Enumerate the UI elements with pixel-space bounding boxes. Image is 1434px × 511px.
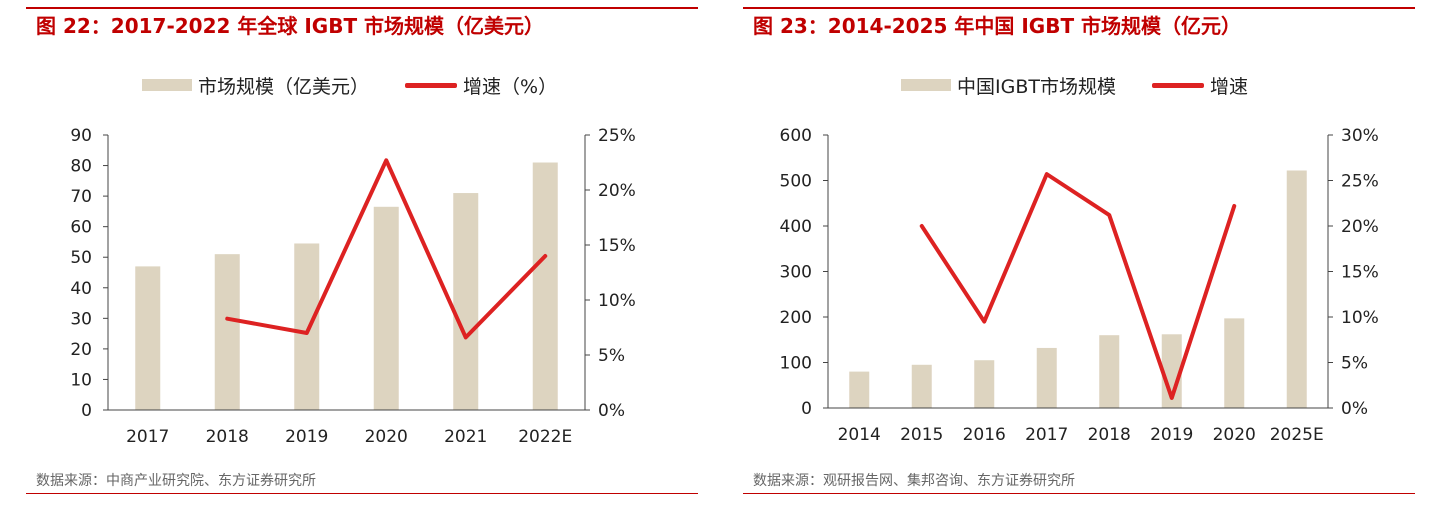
x-tick-label: 2019: [1150, 425, 1193, 445]
legend-item-line: 增速（%）: [405, 72, 557, 99]
chart-title: 图 23：2014-2025 年中国 IGBT 市场规模（亿元）: [753, 14, 1242, 38]
bar-2020: [1224, 318, 1245, 408]
growth-line: [919, 172, 1237, 400]
chart-plot-area: 0 100 200 300 400 500 600 0% 5% 10% 15% 20% 25% 30% 20…: [780, 126, 1379, 445]
legend-line-swatch: [1151, 82, 1204, 88]
bar-2022E: [532, 162, 558, 410]
x-tick-label: 2018: [1088, 425, 1131, 445]
x-tick-label: 2016: [963, 425, 1006, 445]
y-tick-label-right: 0%: [598, 401, 625, 421]
bar-2025E: [1286, 170, 1307, 408]
y-tick-label-right: 25%: [1341, 172, 1379, 192]
chart-source: 数据来源：中商产业研究院、东方证券研究所: [36, 473, 316, 489]
y-tick-label-left: 90: [70, 126, 92, 146]
legend-bar-label: 中国IGBT市场规模: [957, 75, 1116, 98]
bar-2014: [849, 371, 870, 408]
y-tick-label-right: 10%: [598, 291, 636, 311]
bar-2016: [974, 360, 995, 408]
chart-panel-china-igbt: 图 23：2014-2025 年中国 IGBT 市场规模（亿元） 中国IGBT市…: [717, 0, 1434, 511]
x-tick-label: 2025E: [1270, 425, 1324, 445]
y-tick-label-left: 100: [780, 354, 812, 374]
chart-legend: 中国IGBT市场规模 增速: [901, 72, 1284, 98]
legend-bar-swatch: [901, 79, 951, 91]
legend-bar-swatch: [142, 79, 192, 91]
legend-item-bar: 市场规模（亿美元）: [142, 72, 369, 99]
y-tick-label-left: 80: [70, 157, 92, 177]
y-tick-label-right: 0%: [1341, 399, 1368, 419]
x-tick-label: 2019: [285, 427, 328, 447]
y-tick-label-right: 15%: [1341, 263, 1379, 283]
y-tick-label-left: 10: [70, 370, 92, 390]
growth-point-2018: [1107, 213, 1111, 217]
y-tick-label-right: 25%: [598, 126, 636, 146]
growth-point-2019: [305, 331, 309, 335]
legend-item-bar: 中国IGBT市场规模: [901, 72, 1116, 99]
y-tick-label-left: 500: [780, 172, 812, 192]
chart-source: 数据来源：观研报告网、集邦咨询、东方证券研究所: [753, 473, 1075, 489]
title-rule: [743, 7, 1415, 9]
chart-plot-area: 0 10 20 30 40 50 60 70 80 90 0% 5% 10% 15% 20% 25% 2017 2…: [70, 126, 636, 447]
y-tick-label-right: 5%: [1341, 354, 1368, 374]
x-tick-label: 2017: [1025, 425, 1068, 445]
y-tick-label-right: 30%: [1341, 126, 1379, 146]
bar-2018: [214, 254, 240, 410]
title-rule: [26, 7, 698, 9]
y-tick-label-left: 60: [70, 218, 92, 238]
y-tick-label-left: 600: [780, 126, 812, 146]
growth-point-2020: [1232, 204, 1236, 208]
x-tick-label: 2014: [838, 425, 881, 445]
y-tick-label-right: 20%: [1341, 217, 1379, 237]
y-tick-label-left: 50: [70, 248, 92, 268]
bar-2019: [294, 243, 320, 410]
bar-2015: [911, 364, 932, 408]
y-tick-label-right: 10%: [1341, 308, 1379, 328]
x-tick-label: 2015: [900, 425, 943, 445]
growth-point-2019: [1170, 396, 1174, 400]
x-tick-label: 2020: [1213, 425, 1256, 445]
chart-panel-global-igbt: 图 22：2017-2022 年全球 IGBT 市场规模（亿美元） 市场规模（亿…: [26, 7, 698, 494]
growth-point-2020: [384, 158, 388, 162]
x-tick-label: 2022E: [518, 427, 572, 447]
legend-bar-label: 市场规模（亿美元）: [198, 75, 370, 98]
y-tick-label-left: 40: [70, 279, 92, 299]
y-tick-label-left: 70: [70, 187, 92, 207]
x-tick-label: 2018: [206, 427, 249, 447]
y-tick-label-right: 15%: [598, 236, 636, 256]
bar-2021: [453, 193, 479, 410]
bar-2019: [1161, 334, 1182, 408]
chart-legend: 市场规模（亿美元） 增速（%）: [142, 72, 593, 98]
chart-title: 图 22：2017-2022 年全球 IGBT 市场规模（亿美元）: [36, 14, 545, 38]
growth-point-2021: [464, 335, 468, 339]
y-tick-label-right: 20%: [598, 181, 636, 201]
source-rule: [743, 493, 1415, 494]
legend-item-line: 增速: [1151, 72, 1248, 99]
y-tick-label-left: 200: [780, 308, 812, 328]
bar-2017: [1036, 347, 1057, 408]
y-tick-label-left: 0: [81, 401, 92, 421]
legend-line-label: 增速: [1209, 75, 1248, 98]
bar-2017: [135, 266, 161, 410]
legend-line-label: 增速（%）: [463, 75, 558, 98]
bar-2020: [373, 206, 399, 410]
bar-2018: [1099, 335, 1120, 408]
x-tick-label: 2020: [365, 427, 408, 447]
y-tick-label-left: 20: [70, 340, 92, 360]
x-tick-label: 2021: [444, 427, 487, 447]
growth-point-2015: [920, 224, 924, 228]
growth-point-2022E: [543, 254, 547, 258]
growth-point-2017: [1045, 172, 1049, 176]
y-tick-label-left: 30: [70, 309, 92, 329]
y-tick-label-left: 400: [780, 217, 812, 237]
growth-point-2018: [225, 317, 229, 321]
legend-line-swatch: [405, 82, 458, 88]
y-tick-label-right: 5%: [598, 346, 625, 366]
source-rule: [26, 493, 698, 494]
y-tick-label-left: 0: [801, 399, 812, 419]
y-tick-label-left: 300: [780, 263, 812, 283]
growth-point-2016: [982, 320, 986, 324]
x-tick-label: 2017: [126, 427, 169, 447]
